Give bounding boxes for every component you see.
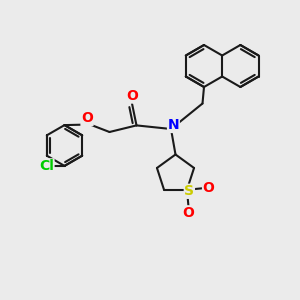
Text: Cl: Cl	[39, 159, 54, 173]
Text: N: N	[168, 118, 179, 132]
Text: O: O	[126, 89, 138, 103]
Text: O: O	[182, 206, 194, 220]
Text: S: S	[184, 184, 194, 198]
Text: O: O	[81, 112, 93, 125]
Text: O: O	[202, 181, 214, 195]
